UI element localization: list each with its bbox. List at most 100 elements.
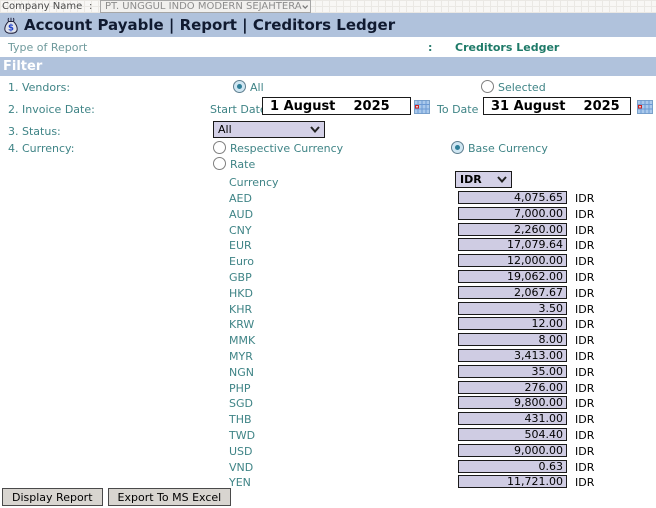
currency-rate-row: GBP 19,062.00 IDR (0, 269, 656, 285)
vendors-all-radio[interactable] (233, 80, 246, 93)
currency-unit-label: IDR (575, 428, 595, 442)
currency-rate-input[interactable]: 504.40 (458, 427, 567, 441)
chevron-down-icon (310, 126, 320, 133)
currency-code-label: HKD (229, 286, 253, 300)
company-name-label: Company Name (2, 1, 83, 12)
currency-rate-input[interactable]: 35.00 (458, 364, 567, 378)
display-report-button[interactable]: Display Report (2, 488, 103, 506)
start-date-calendar-icon[interactable] (414, 100, 430, 114)
status-label: 3. Status: (8, 125, 61, 138)
to-date-label: To Date (437, 103, 479, 116)
currency-rate-row: VND 0.63 IDR (0, 459, 656, 475)
currency-unit-label: IDR (575, 318, 595, 332)
to-date-input[interactable]: 31 August 2025 (483, 97, 631, 115)
currency-column-label: Currency (229, 176, 279, 189)
currency-rate-row: CNY 2,260.00 IDR (0, 222, 656, 238)
currency-code-label: CNY (229, 223, 252, 237)
rate-label[interactable]: Rate (230, 158, 256, 171)
currency-rate-input[interactable]: 9,000.00 (458, 443, 567, 457)
currency-rate-row: HKD 2,067.67 IDR (0, 285, 656, 301)
currency-unit-label: IDR (575, 365, 595, 379)
currency-code-label: KRW (229, 318, 255, 332)
currency-code-label: USD (229, 444, 253, 458)
currency-unit-label: IDR (575, 476, 595, 490)
respective-currency-label[interactable]: Respective Currency (230, 142, 344, 155)
invoice-date-label: 2. Invoice Date: (8, 103, 95, 116)
vendors-selected-label[interactable]: Selected (498, 81, 546, 94)
currency-code-label: NGN (229, 365, 254, 379)
status-select[interactable]: All (213, 121, 325, 138)
currency-rate-input[interactable]: 4,075.65 (458, 191, 567, 204)
base-currency-select-value: IDR (460, 173, 482, 186)
currency-rate-row: AUD 7,000.00 IDR (0, 206, 656, 222)
currency-rate-row: YEN 11,721.00 IDR (0, 474, 656, 490)
vendors-all-label[interactable]: All (250, 81, 264, 94)
action-buttons: Display Report Export To MS Excel (2, 488, 232, 506)
filter-title: Filter (3, 59, 43, 74)
company-name-colon: : (89, 1, 93, 12)
currency-rate-row: KRW 12.00 IDR (0, 316, 656, 332)
currency-rate-input[interactable]: 9,800.00 (458, 396, 567, 410)
company-select[interactable]: PT. UNGGUL INDO MODERN SEJAHTERA (100, 0, 311, 13)
currency-rate-row: EUR 17,079.64 IDR (0, 237, 656, 253)
currency-rate-input[interactable]: 0.63 (458, 459, 567, 473)
currency-code-label: AED (229, 192, 252, 205)
currency-code-label: VND (229, 460, 254, 474)
currency-code-label: MYR (229, 349, 253, 363)
base-currency-radio[interactable] (451, 141, 464, 154)
currency-label: 4. Currency: (8, 142, 75, 155)
currency-unit-label: IDR (575, 207, 595, 221)
currency-unit-label: IDR (575, 397, 595, 411)
currency-unit-label: IDR (575, 239, 595, 253)
vendors-selected-radio[interactable] (481, 80, 494, 93)
currency-rate-input[interactable]: 3.50 (458, 301, 567, 315)
to-date-calendar-icon[interactable] (637, 100, 653, 114)
currency-rate-input[interactable]: 8.00 (458, 333, 567, 347)
start-date-input[interactable]: 1 August 2025 (262, 97, 411, 115)
currency-rate-input[interactable]: 2,067.67 (458, 285, 567, 299)
vendors-label: 1. Vendors: (8, 81, 71, 94)
currency-rate-row: USD 9,000.00 IDR (0, 443, 656, 459)
currency-code-label: TWD (229, 428, 256, 442)
base-currency-label[interactable]: Base Currency (468, 142, 548, 155)
currency-rate-row: Euro 12,000.00 IDR (0, 253, 656, 269)
respective-currency-radio[interactable] (213, 141, 226, 154)
currency-unit-label: IDR (575, 334, 595, 348)
currency-rate-input[interactable]: 7,000.00 (458, 206, 567, 220)
currency-rate-input[interactable]: 12.00 (458, 317, 567, 331)
currency-rate-row: TWD 504.40 IDR (0, 427, 656, 443)
currency-code-label: EUR (229, 239, 252, 253)
currency-rate-input[interactable]: 2,260.00 (458, 222, 567, 236)
currency-rate-row: SGD 9,800.00 IDR (0, 395, 656, 411)
currency-unit-label: IDR (575, 349, 595, 363)
currency-unit-label: IDR (575, 270, 595, 284)
rate-radio[interactable] (213, 157, 226, 170)
currency-code-label: GBP (229, 270, 252, 284)
currency-rates-list: AED 4,075.65 IDR AUD 7,000.00 IDR CNY 2,… (0, 190, 656, 490)
chevron-down-icon (301, 4, 308, 9)
currency-rate-row: NGN 35.00 IDR (0, 364, 656, 380)
currency-rate-input[interactable]: 17,079.64 (458, 238, 567, 252)
currency-unit-label: IDR (575, 444, 595, 458)
currency-rate-input[interactable]: 11,721.00 (458, 475, 567, 489)
currency-rate-row: KHR 3.50 IDR (0, 301, 656, 317)
currency-rate-input[interactable]: 19,062.00 (458, 269, 567, 283)
currency-rate-input[interactable]: 12,000.00 (458, 254, 567, 268)
type-of-report-value: Creditors Ledger (455, 41, 560, 54)
currency-rate-row: AED 4,075.65 IDR (0, 190, 656, 206)
currency-unit-label: IDR (575, 255, 595, 269)
currency-rate-input[interactable]: 3,413.00 (458, 348, 567, 362)
currency-unit-label: IDR (575, 413, 595, 427)
currency-unit-label: IDR (575, 192, 595, 205)
base-currency-select[interactable]: IDR (455, 171, 512, 188)
export-excel-button[interactable]: Export To MS Excel (107, 488, 232, 506)
currency-rate-input[interactable]: 431.00 (458, 412, 567, 426)
currency-rate-input[interactable]: 276.00 (458, 380, 567, 394)
filter-form: 1. Vendors: All Selected 2. Invoice Date… (0, 76, 656, 508)
type-of-report-row: Type of Report : Creditors Ledger (0, 37, 656, 57)
currency-code-label: YEN (229, 476, 251, 490)
company-bar: Company Name : PT. UNGGUL INDO MODERN SE… (0, 0, 656, 13)
currency-unit-label: IDR (575, 460, 595, 474)
currency-rate-row: PHP 276.00 IDR (0, 380, 656, 396)
status-select-value: All (218, 123, 232, 136)
